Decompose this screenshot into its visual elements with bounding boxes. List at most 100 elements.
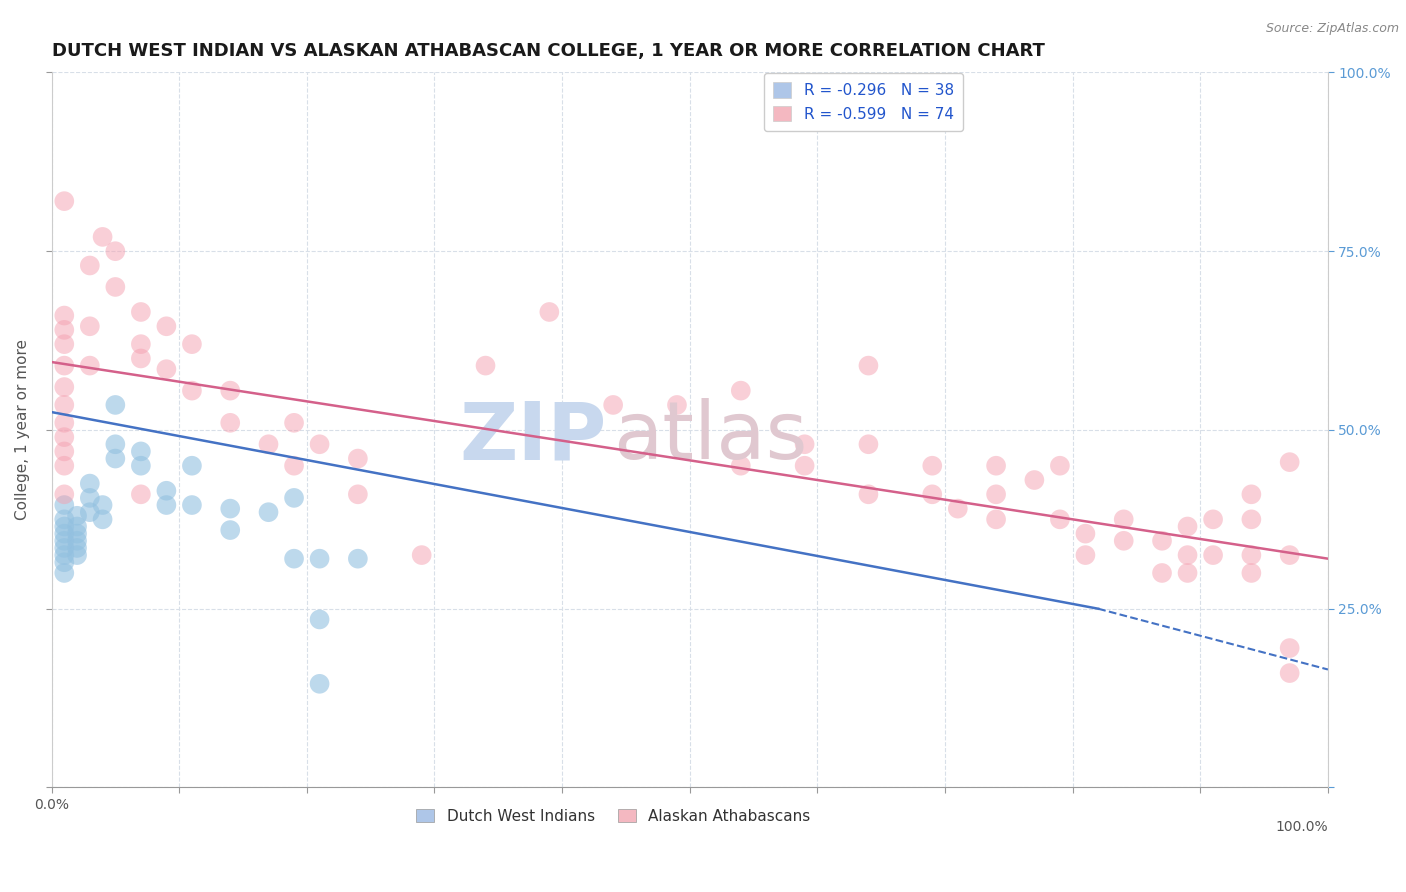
Point (91, 512, 114, 526)
Point (53, 359, 76, 373)
Point (1112, 512, 1135, 526)
Point (181, 384, 204, 398)
Point (347, 551, 370, 566)
Text: 100.0%: 100.0% (1275, 820, 1327, 834)
Point (181, 458, 204, 473)
Point (283, 551, 305, 566)
Point (219, 384, 242, 398)
Point (53, 458, 76, 473)
Point (129, 351, 152, 366)
Point (308, 612, 330, 626)
Point (921, 487, 943, 501)
Point (53, 566, 76, 580)
Point (155, 362, 177, 376)
Point (1240, 487, 1263, 501)
Point (283, 416, 305, 430)
Point (66, 533, 89, 548)
Point (53, 519, 76, 533)
Point (53, 380, 76, 394)
Point (1240, 512, 1263, 526)
Point (219, 416, 242, 430)
Point (858, 487, 880, 501)
Point (1112, 533, 1135, 548)
Point (129, 305, 152, 319)
Point (858, 437, 880, 451)
Point (79, 259, 101, 273)
Point (53, 512, 76, 526)
Point (665, 398, 688, 412)
Point (538, 305, 561, 319)
Point (181, 337, 204, 351)
Point (219, 523, 242, 537)
Point (66, 548, 89, 562)
Point (53, 498, 76, 512)
Point (1177, 519, 1199, 533)
Point (53, 555, 76, 569)
Point (129, 337, 152, 351)
Point (53, 541, 76, 555)
Point (53, 337, 76, 351)
Point (411, 548, 433, 562)
Point (79, 359, 101, 373)
Point (1240, 566, 1263, 580)
Point (129, 444, 152, 458)
Point (257, 437, 280, 451)
Point (347, 487, 370, 501)
Y-axis label: College, 1 year or more: College, 1 year or more (15, 340, 30, 520)
Point (79, 476, 101, 491)
Legend: Dutch West Indians, Alaskan Athabascans: Dutch West Indians, Alaskan Athabascans (409, 803, 817, 830)
Point (1074, 526, 1097, 541)
Point (104, 280, 127, 294)
Point (129, 458, 152, 473)
Point (53, 430, 76, 444)
Point (1278, 666, 1301, 681)
Point (104, 451, 127, 466)
Point (91, 230, 114, 244)
Text: ZIP: ZIP (460, 398, 607, 476)
Point (79, 491, 101, 505)
Point (53, 487, 76, 501)
Text: Source: ZipAtlas.com: Source: ZipAtlas.com (1265, 22, 1399, 36)
Point (283, 458, 305, 473)
Point (858, 359, 880, 373)
Point (1278, 455, 1301, 469)
Point (984, 512, 1007, 526)
Point (308, 437, 330, 451)
Point (257, 505, 280, 519)
Point (793, 437, 815, 451)
Point (104, 437, 127, 451)
Point (53, 526, 76, 541)
Point (1177, 548, 1199, 562)
Point (984, 458, 1007, 473)
Point (730, 458, 752, 473)
Point (53, 194, 76, 208)
Point (53, 548, 76, 562)
Point (347, 451, 370, 466)
Point (1202, 512, 1225, 526)
Point (66, 519, 89, 533)
Point (793, 458, 815, 473)
Point (219, 501, 242, 516)
Point (730, 384, 752, 398)
Point (1150, 566, 1173, 580)
Point (53, 533, 76, 548)
Point (1049, 458, 1071, 473)
Point (1024, 473, 1046, 487)
Point (53, 416, 76, 430)
Point (308, 677, 330, 691)
Point (66, 508, 89, 523)
Point (946, 501, 969, 516)
Point (53, 309, 76, 323)
Point (308, 551, 330, 566)
Point (1202, 548, 1225, 562)
Point (602, 398, 624, 412)
Point (66, 526, 89, 541)
Text: DUTCH WEST INDIAN VS ALASKAN ATHABASCAN COLLEGE, 1 YEAR OR MORE CORRELATION CHAR: DUTCH WEST INDIAN VS ALASKAN ATHABASCAN … (52, 42, 1045, 60)
Point (283, 491, 305, 505)
Point (1074, 548, 1097, 562)
Point (53, 444, 76, 458)
Point (1278, 548, 1301, 562)
Point (921, 458, 943, 473)
Point (155, 319, 177, 334)
Point (474, 359, 496, 373)
